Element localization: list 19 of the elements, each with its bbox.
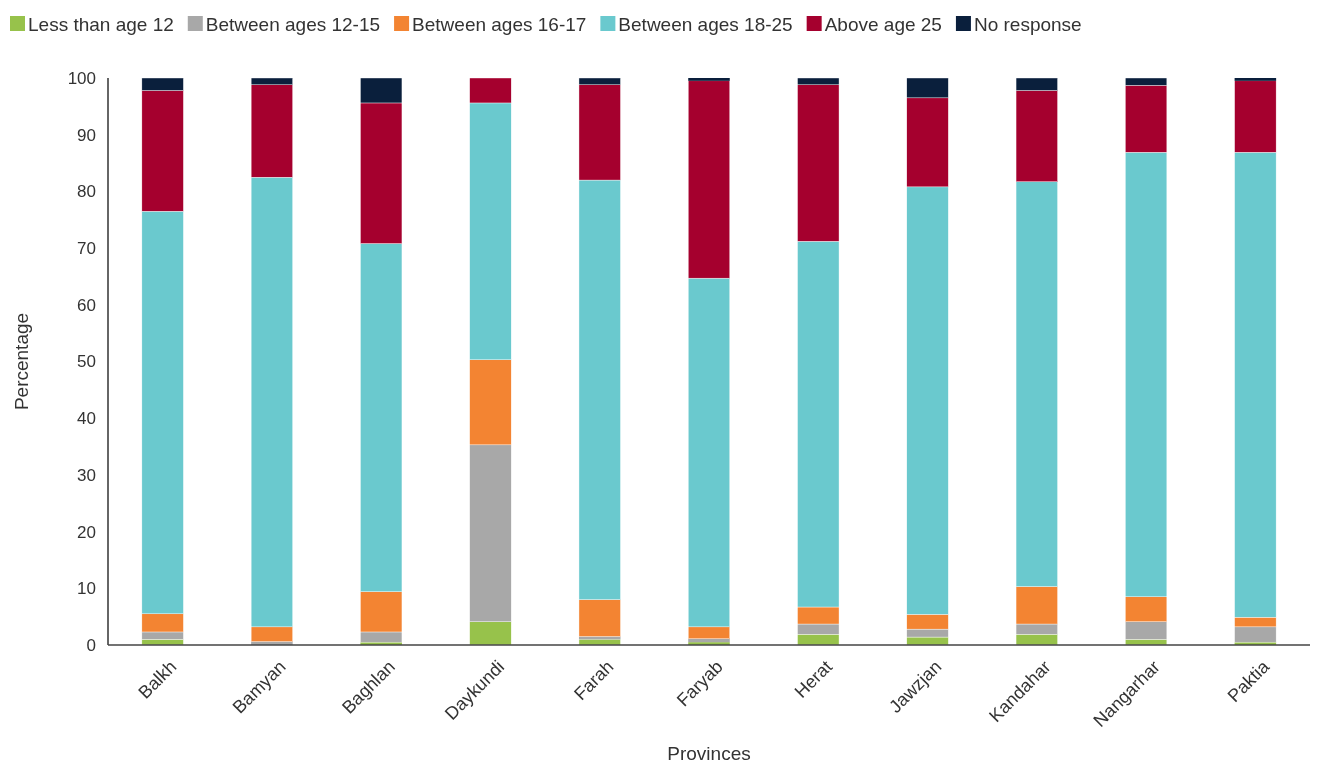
y-tick-label: 10	[77, 579, 96, 599]
x-axis-title: Provinces	[667, 743, 751, 764]
y-tick-label: 60	[77, 295, 96, 315]
legend-label: Between ages 12-15	[205, 13, 381, 35]
y-tick-label: 90	[77, 125, 96, 145]
y-tick-label: 50	[77, 352, 96, 372]
legend-label: Above age 25	[824, 13, 942, 35]
legend-label: Between ages 16-17	[412, 13, 587, 35]
y-tick-label: 100	[67, 68, 96, 88]
legend-label: Less than age 12	[28, 13, 174, 35]
y-tick-label: 0	[86, 635, 96, 655]
y-tick-label: 20	[77, 522, 96, 542]
legend-label: Between ages 18-25	[618, 13, 793, 35]
y-axis-title: Percentage	[11, 312, 32, 411]
y-tick-label: 30	[77, 465, 96, 485]
y-tick-label: 80	[77, 182, 96, 202]
y-tick-label: 40	[77, 409, 96, 429]
legend-label: No response	[973, 13, 1082, 35]
y-tick-label: 70	[77, 239, 96, 259]
